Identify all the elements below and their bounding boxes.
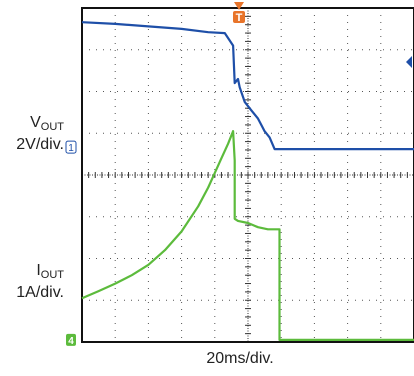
ch4-marker: 4 [66, 333, 76, 347]
plot-border [81, 7, 414, 343]
trace-layer [81, 21, 414, 341]
ch1-badge-text: 1 [68, 143, 74, 154]
grid-layer [81, 7, 414, 343]
x-axis-label: 20ms/div. [206, 350, 274, 367]
trigger-arrow [234, 2, 244, 10]
vout-label-sub: OUT [40, 121, 64, 133]
ch1-marker: 1 [65, 140, 77, 154]
trigger-badge [233, 11, 245, 23]
ch4-badge-text: 4 [68, 336, 74, 347]
ch4-badge [66, 333, 76, 346]
trace-series-0 [81, 21, 414, 151]
vout-label-main: V [30, 114, 41, 131]
edge-arrow-icon [406, 56, 412, 68]
vout-scale-label: 2V/div. [16, 136, 64, 153]
vout-label: VOUT 2V/div. [2, 114, 64, 154]
iout-label: IOUT 1A/div. [2, 262, 64, 302]
trigger-badge-text: T [236, 12, 243, 24]
iout-label-main: I [36, 262, 41, 279]
trace-series-1 [81, 130, 414, 341]
marker-layer: T 1 4 [65, 2, 412, 347]
iout-scale-label: 1A/div. [16, 284, 64, 301]
trigger-marker: T [233, 2, 245, 24]
ch1-badge [65, 140, 77, 154]
iout-label-sub: OUT [40, 269, 64, 281]
